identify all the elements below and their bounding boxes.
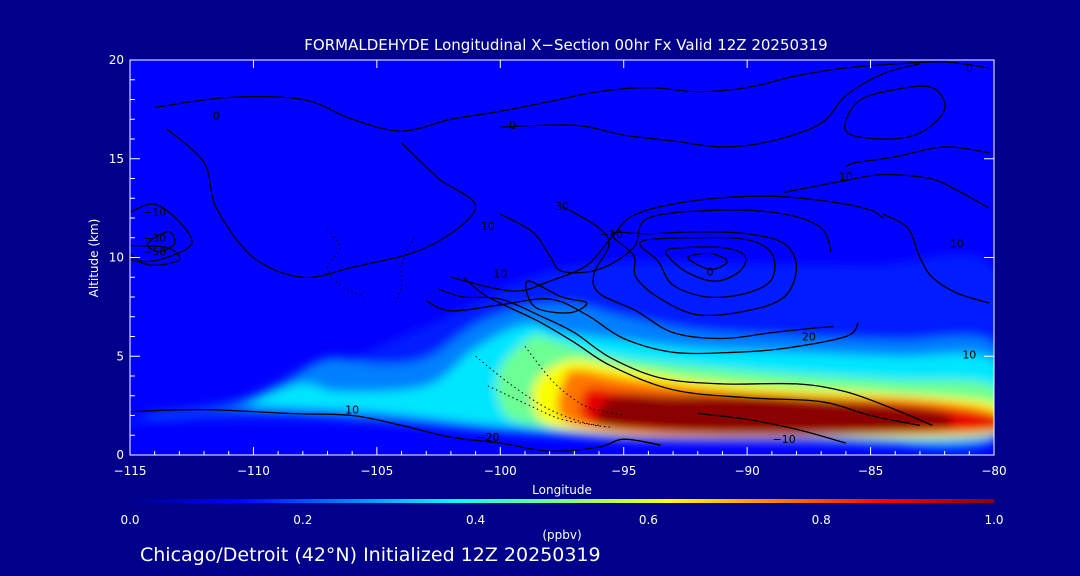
dotted-contour-1 [393, 237, 415, 306]
colorbar-unit-label: (ppbv) [542, 528, 581, 542]
contour-label-11: 20 [802, 331, 816, 344]
contour-labels: 0 0 0 −10 −30−50 10 30 10 −10 10 20 10 10 −20 −10 10 0 [143, 62, 976, 446]
contour-label-12: 10 [962, 348, 976, 361]
contour-label-17: 0 [707, 265, 714, 278]
contour-line-18 [697, 412, 847, 444]
y-axis-label: Altitude (km) [87, 219, 101, 298]
colorbar-tick-label: 0.8 [812, 513, 831, 527]
colorbar-tick-label: 1.0 [984, 513, 1003, 527]
y-tick-label: 0 [116, 448, 124, 462]
x-tick-label: −80 [981, 464, 1006, 478]
colorbar-tick-label: 0.6 [639, 513, 658, 527]
contour-line-15 [525, 280, 588, 314]
x-tick-label: −85 [858, 464, 883, 478]
y-tick-label: 10 [109, 251, 124, 265]
dotted-contours [326, 229, 624, 428]
x-tick-label: −90 [734, 464, 759, 478]
y-tick-label: 5 [116, 349, 124, 363]
contour-line-11 [638, 236, 776, 298]
contour-label-9: −10 [600, 228, 623, 241]
colorbar-tick-label: 0.2 [293, 513, 312, 527]
contour-line-19 [130, 408, 661, 452]
x-tick-label: −115 [114, 464, 147, 478]
contour-line-6 [130, 244, 181, 267]
contour-line-22 [845, 146, 990, 168]
contour-line-12 [665, 246, 747, 282]
contour-label-5: −50 [143, 246, 166, 259]
contour-label-3: −10 [143, 206, 166, 219]
contour-line-2 [844, 85, 946, 140]
contour-line-4 [130, 203, 193, 263]
chart-title: FORMALDEHYDE Longitudinal X−Section 00hr… [304, 36, 827, 54]
contour-line-3 [166, 128, 477, 279]
contour-label-14: −20 [476, 431, 499, 444]
contour-label-16: 10 [950, 238, 964, 251]
contour-line-9 [561, 205, 834, 340]
contour-label-1: 0 [509, 119, 516, 132]
y-tick-label: 15 [109, 152, 124, 166]
contour-label-15: −10 [773, 433, 796, 446]
dotted-contour-2 [475, 355, 612, 428]
x-tick-label: −100 [484, 464, 517, 478]
contour-line-5 [146, 231, 176, 253]
contour-label-8: 10 [839, 171, 853, 184]
contour-line-0 [154, 61, 990, 132]
contour-label-0: 0 [213, 109, 220, 122]
contour-label-13: 10 [345, 404, 359, 417]
colorbar-tick-label: 0.0 [120, 513, 139, 527]
contour-line-7 [450, 195, 884, 292]
x-tick-label: −105 [360, 464, 393, 478]
footer-caption: Chicago/Detroit (42°N) Initialized 12Z 2… [140, 544, 601, 566]
contour-line-16 [438, 288, 933, 426]
contour-line-20 [882, 213, 990, 304]
contour-line-8 [499, 209, 832, 274]
contour-label-7: 30 [555, 200, 569, 213]
contour-line-10 [610, 231, 798, 317]
concentration-field [130, 253, 994, 455]
contour-line-17 [462, 276, 921, 427]
x-axis-label: Longitude [532, 483, 592, 497]
contour-line-21 [784, 173, 990, 209]
contour-lines [130, 61, 990, 452]
concentration-region-7 [596, 395, 955, 434]
contour-line-13 [687, 252, 729, 271]
colorbar-tick-label: 0.4 [466, 513, 485, 527]
contour-label-4: −30 [143, 232, 166, 245]
contour-label-6: 10 [481, 220, 495, 233]
x-tick-label: −95 [611, 464, 636, 478]
contour-label-2: 0 [966, 62, 973, 75]
colorbar-ticks: 0.0 0.2 0.4 0.6 0.8 1.0 [120, 513, 1003, 527]
colorbar [130, 499, 994, 503]
contour-line-1 [500, 63, 921, 148]
x-tick-label: −110 [237, 464, 270, 478]
y-tick-label: 20 [109, 53, 124, 67]
dotted-contour-4 [524, 346, 624, 416]
contour-label-10: 10 [493, 267, 507, 280]
dotted-contour-0 [326, 229, 365, 298]
contour-line-14 [425, 298, 859, 355]
